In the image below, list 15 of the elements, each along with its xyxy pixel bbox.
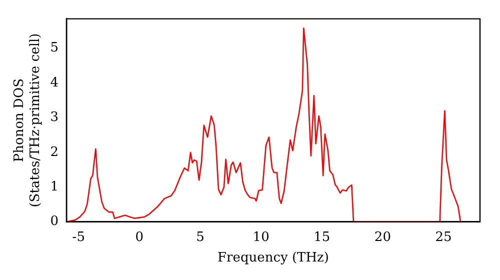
x-tick-label: 5 xyxy=(196,230,204,245)
y-tick-label: 0 xyxy=(50,214,58,230)
x-axis-title: Frequency (THz) xyxy=(218,250,329,266)
x-tick-label: -5 xyxy=(72,230,85,245)
x-tick-label: 0 xyxy=(135,230,144,245)
y-tick-label: 1 xyxy=(50,179,58,194)
y-tick-label: 4 xyxy=(50,75,58,90)
y-tick-label: 5 xyxy=(50,40,58,56)
y-axis-title: Phonon DOS (States/THz·primitive cell) xyxy=(12,33,43,208)
x-tick-label: 10 xyxy=(252,230,270,245)
y-tick-label: 3 xyxy=(50,110,58,126)
x-tick-label: 25 xyxy=(435,230,452,245)
x-tick-label: 15 xyxy=(314,230,330,245)
y-tick-label: 2 xyxy=(50,144,58,160)
x-tick-label: 20 xyxy=(374,230,391,245)
